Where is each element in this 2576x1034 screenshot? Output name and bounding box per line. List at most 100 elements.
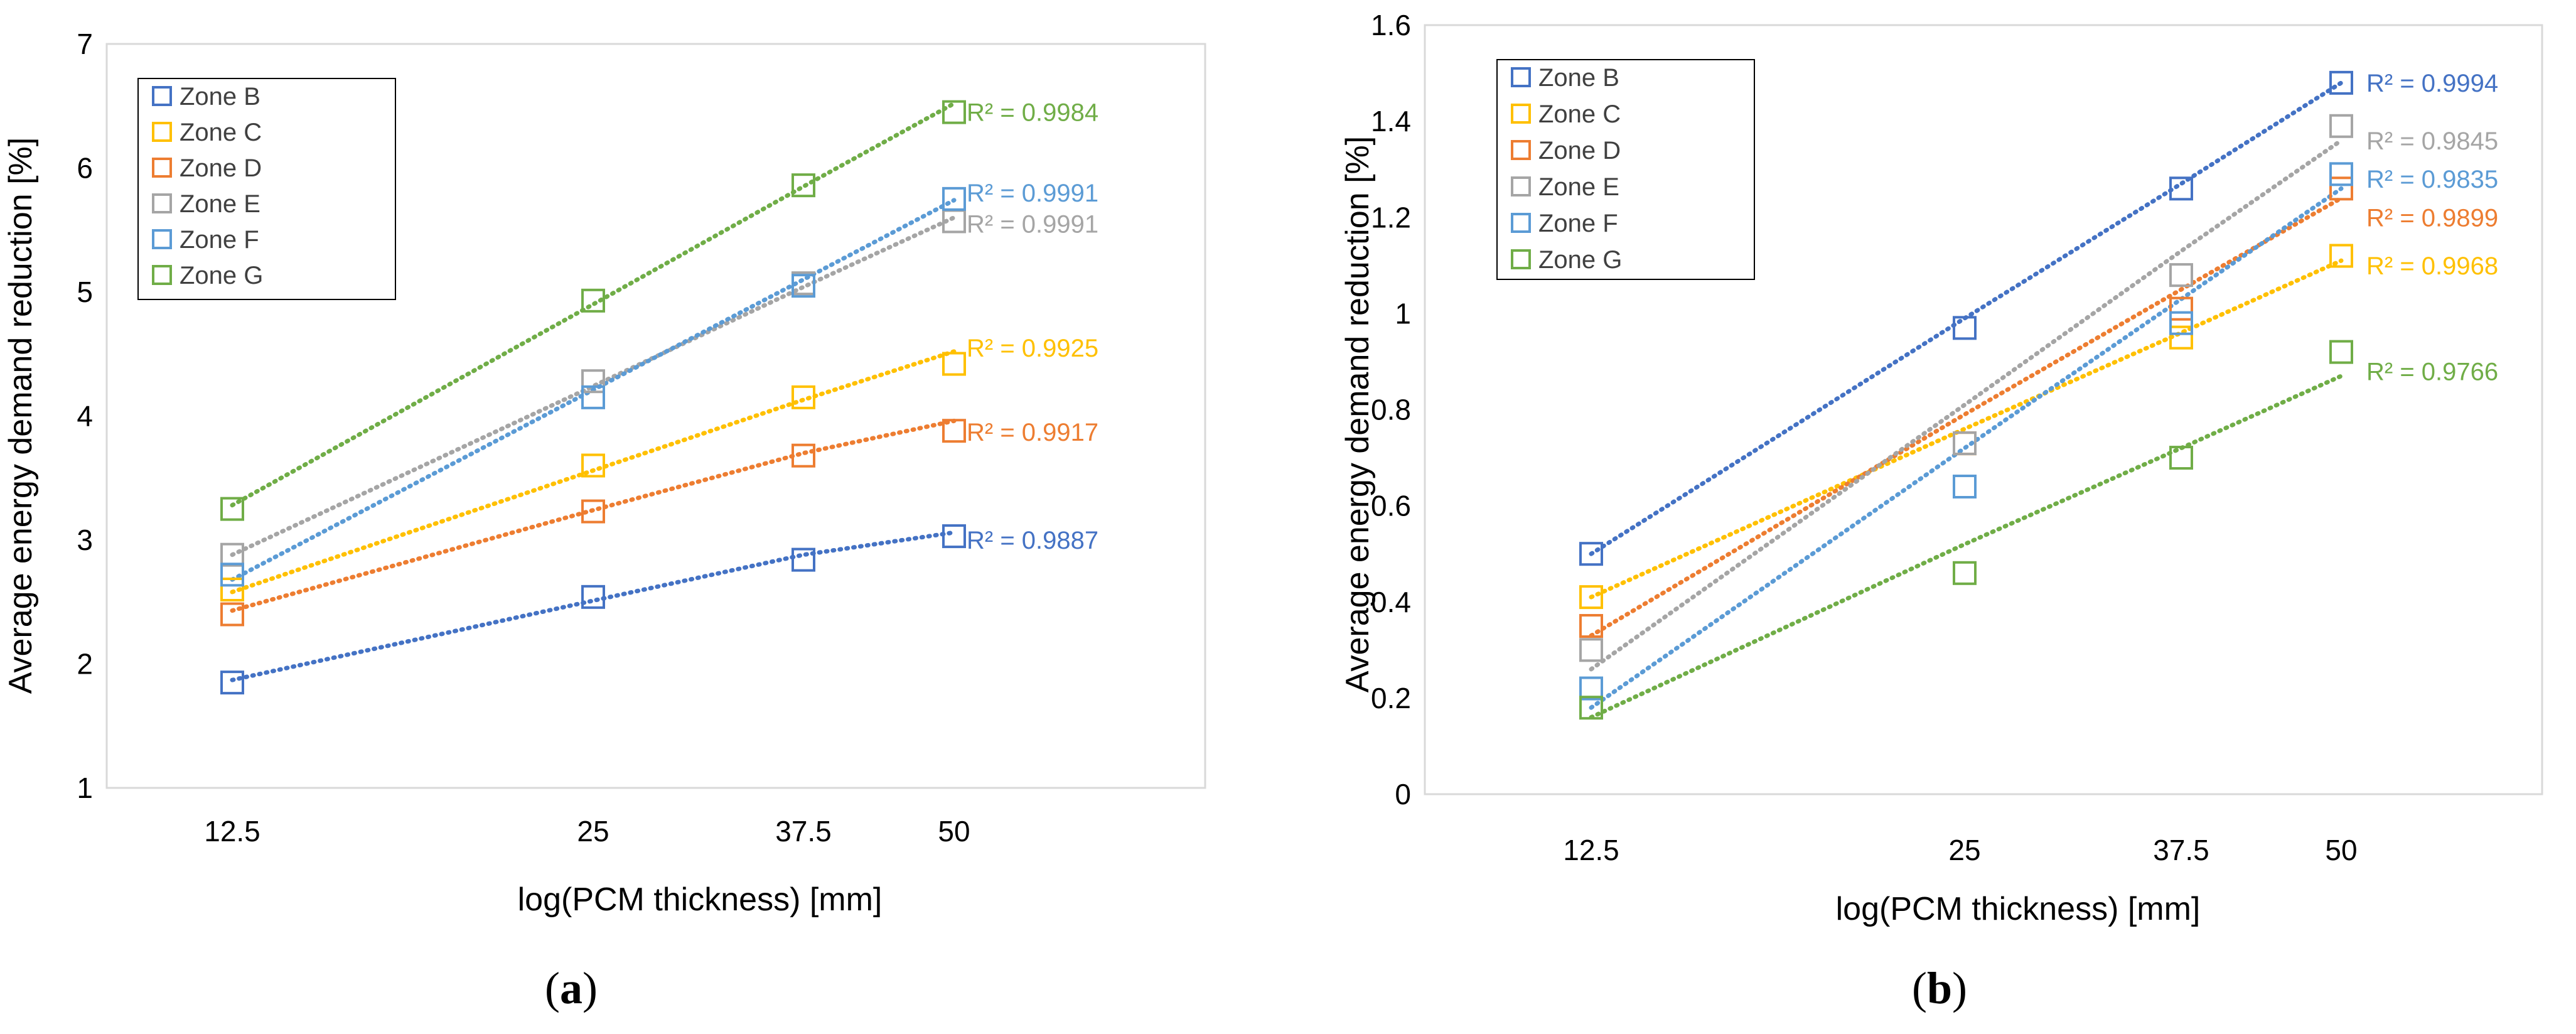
y-axis-title: Average energy demand reduction [%]	[3, 137, 39, 694]
x-axis-title: log(PCM thickness) [mm]	[518, 881, 883, 918]
data-point	[942, 186, 966, 211]
legend: Zone B Zone C Zone D Zone E Zone F Zone G	[1496, 59, 1755, 280]
data-point	[792, 274, 815, 298]
r2-label: R² = 0.9925	[967, 335, 1098, 362]
data-point	[581, 288, 605, 313]
trend-line	[230, 418, 957, 613]
legend-swatch	[152, 158, 172, 178]
data-point	[220, 602, 244, 627]
legend-swatch	[1511, 104, 1531, 124]
legend-label: Zone G	[1538, 246, 1622, 274]
trend-line	[230, 530, 957, 682]
legend-swatch	[152, 86, 172, 106]
legend-swatch	[1511, 249, 1531, 269]
r2-label: R² = 0.9991	[967, 210, 1098, 238]
data-point	[581, 369, 605, 394]
y-tick-label: 5	[77, 276, 93, 308]
data-point	[2329, 176, 2353, 201]
data-point	[792, 547, 815, 572]
r2-label: R² = 0.9835	[2366, 166, 2498, 193]
legend-swatch	[152, 265, 172, 285]
x-tick-label: 37.5	[2153, 834, 2209, 866]
plot-area-frame	[1424, 24, 2543, 795]
legend: Zone B Zone C Zone D Zone E Zone F Zone G	[137, 78, 396, 300]
trend-line	[230, 215, 957, 557]
trend-lines	[230, 101, 957, 682]
x-tick-label: 50	[2325, 834, 2357, 866]
y-axis-title: Average energy demand reduction [%]	[1339, 136, 1376, 693]
data-points	[1579, 70, 2353, 720]
x-axis-ticks: 12.5 25 37.5 50	[204, 815, 970, 848]
data-point	[2169, 176, 2193, 201]
data-point	[2169, 446, 2193, 470]
legend-swatch	[1511, 140, 1531, 160]
trend-line	[230, 198, 957, 582]
legend-box	[1496, 59, 1755, 280]
data-point	[2169, 296, 2193, 321]
y-tick-label: 6	[77, 152, 93, 185]
legend-swatch	[1511, 176, 1531, 197]
data-point	[220, 578, 244, 601]
r2-labels: R² = 0.9887 R² = 0.9925 R² = 0.9917 R² = 0.…	[967, 99, 1098, 554]
panel-caption-a: (a)	[545, 963, 598, 1013]
y-axis-ticks: 1 2 3 4 5 6 7	[77, 28, 93, 804]
x-tick-label: 25	[577, 815, 609, 848]
y-tick-label: 0.2	[1371, 682, 1411, 714]
data-points	[220, 100, 966, 695]
trend-line	[1589, 258, 2344, 600]
x-tick-label: 37.5	[775, 815, 832, 848]
r2-label: R² = 0.9845	[2366, 127, 2498, 155]
trend-line	[230, 349, 957, 595]
r2-labels: R² = 0.9994 R² = 0.9968 R² = 0.9899 R² = 0.…	[2366, 70, 2498, 385]
legend-swatch	[152, 229, 172, 249]
data-point	[792, 173, 815, 198]
data-point	[942, 419, 966, 443]
r2-label: R² = 0.9991	[967, 180, 1098, 207]
data-point	[220, 542, 244, 567]
y-axis-ticks: 0 0.2 0.4 0.6 0.8 1 1.2 1.4 1.6	[1371, 9, 1411, 811]
legend-label: Zone C	[180, 119, 262, 146]
data-point	[220, 497, 244, 521]
legend-label: Zone F	[180, 226, 259, 254]
r2-label: R² = 0.9994	[2366, 70, 2498, 97]
data-point	[1579, 638, 1603, 662]
data-point	[581, 499, 605, 524]
y-tick-label: 0.6	[1371, 490, 1411, 522]
data-point	[1579, 696, 1603, 720]
y-tick-label: 1.2	[1371, 201, 1411, 234]
x-tick-label: 50	[938, 815, 970, 848]
y-tick-label: 4	[77, 400, 93, 433]
y-tick-label: 0.8	[1371, 394, 1411, 426]
data-point	[1579, 676, 1603, 701]
legend-label: Zone E	[180, 190, 260, 218]
legend-label: Zone B	[180, 83, 260, 110]
legend-label: Zone E	[1538, 173, 1619, 201]
data-point	[792, 443, 815, 468]
data-point	[1579, 542, 1603, 566]
x-tick-label: 12.5	[1563, 834, 1619, 866]
data-point	[581, 453, 605, 478]
data-point	[1953, 316, 1977, 340]
r2-label: R² = 0.9984	[967, 99, 1098, 127]
y-tick-label: 1	[77, 772, 93, 804]
data-point	[2329, 340, 2353, 364]
chart-panel-b: 0 0.2 0.4 0.6 0.8 1 1.2 1.4 1.6 12.5 25 37.5 50 R² …	[1339, 9, 2543, 1013]
trend-line	[1589, 374, 2344, 719]
r2-label: R² = 0.9917	[967, 419, 1098, 446]
data-point	[2329, 162, 2353, 186]
trend-line	[1589, 186, 2344, 710]
data-point	[942, 524, 966, 549]
data-point	[942, 100, 966, 124]
y-tick-label: 1	[1395, 297, 1411, 330]
data-point	[792, 385, 815, 409]
data-point	[942, 352, 966, 376]
y-tick-label: 0	[1395, 778, 1411, 811]
legend-label: Zone B	[1538, 64, 1619, 92]
data-point	[220, 670, 244, 695]
data-point	[2169, 311, 2193, 335]
legend-label: Zone F	[1538, 210, 1618, 237]
panel-caption-b: (b)	[1912, 963, 1967, 1013]
data-point	[581, 584, 605, 609]
r2-label: R² = 0.9766	[2366, 358, 2498, 385]
